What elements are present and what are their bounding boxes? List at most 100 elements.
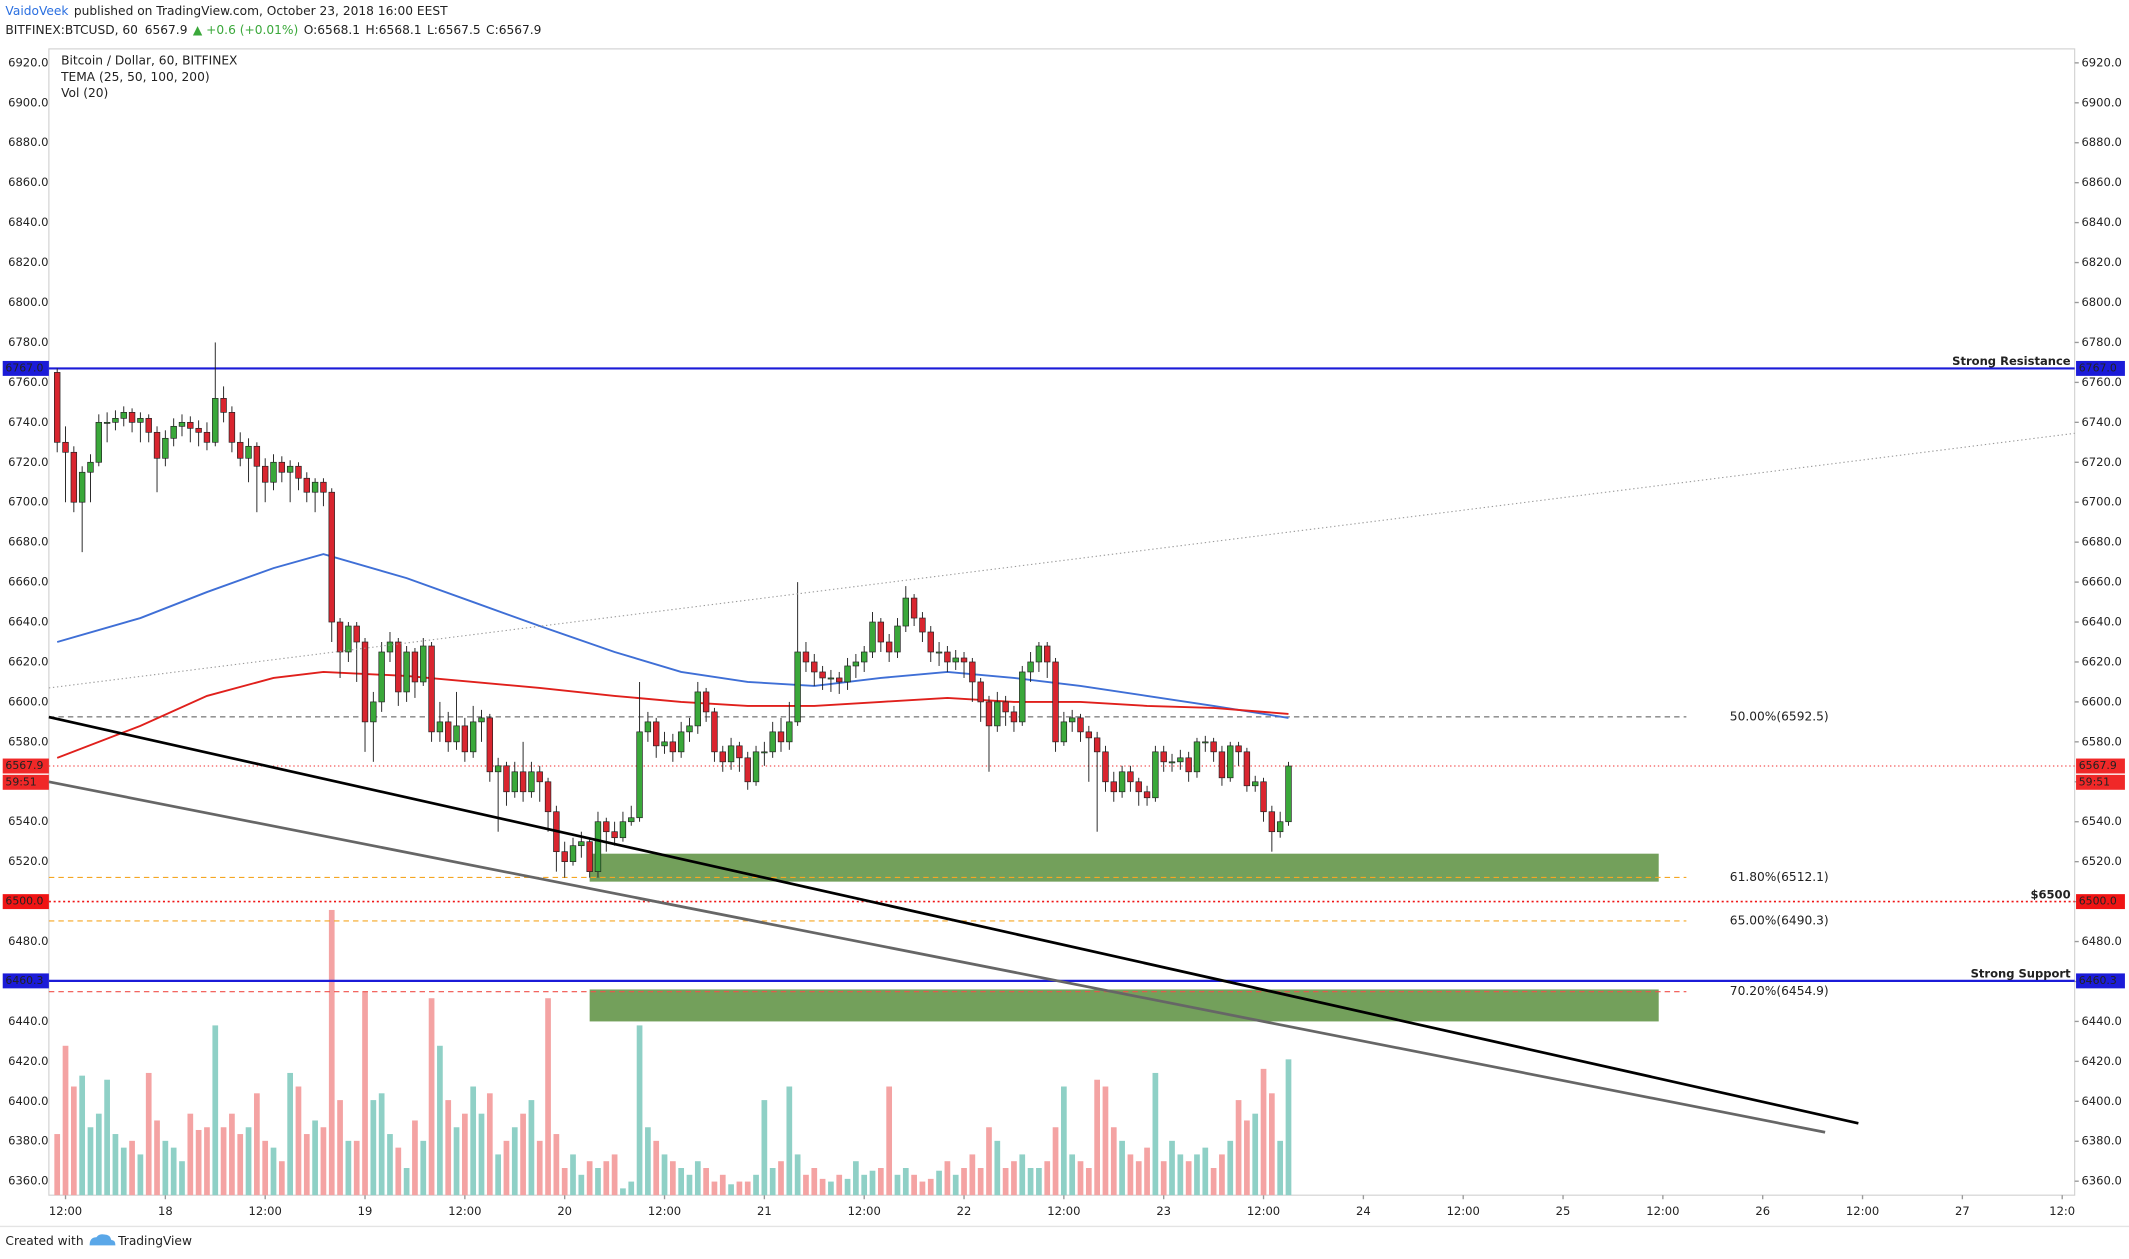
candle-body: [802, 651, 810, 663]
x-tick-label: 22: [957, 1204, 972, 1218]
level-axis-box: [2, 973, 49, 989]
volume-bar: [445, 1100, 452, 1196]
price-axis-box: [2076, 758, 2125, 774]
last-price: 6567.9: [145, 22, 188, 36]
candle-body: [578, 841, 585, 847]
volume-bar: [603, 1161, 610, 1196]
candle-body: [952, 657, 959, 663]
candle-body: [619, 821, 627, 839]
candle-body: [519, 771, 527, 793]
candle-body: [769, 731, 776, 753]
y-tick-label-left: 6780.0: [8, 335, 48, 349]
candle-body: [536, 771, 543, 783]
candle-body: [894, 625, 901, 653]
x-tick-label: 18: [158, 1204, 173, 1218]
candle-body: [1110, 781, 1117, 793]
volume-bar: [753, 1174, 759, 1196]
volume-bar: [636, 1025, 643, 1196]
candle-body: [278, 461, 286, 473]
y-tick-label: 6860.0: [2081, 175, 2121, 189]
y-tick-label: 6740.0: [2081, 415, 2121, 429]
volume-bar: [87, 1127, 94, 1196]
author[interactable]: VaidoVeek: [5, 3, 69, 17]
volume-bar: [819, 1178, 826, 1196]
volume-bar: [828, 1181, 834, 1196]
volume-bar: [936, 1170, 942, 1196]
volume-bar: [1235, 1100, 1242, 1196]
volume-bar: [353, 1140, 360, 1196]
x-tick-label: 12:00: [49, 1204, 82, 1218]
volume-bar: [886, 1086, 893, 1196]
y-tick-label-left: 6640.0: [8, 615, 48, 629]
volume-bar: [520, 1113, 526, 1196]
tema-line: [56, 553, 1289, 719]
volume-bar: [1185, 1161, 1192, 1196]
volume-bar: [1169, 1140, 1175, 1196]
volume-bar: [711, 1181, 718, 1196]
countdown-box: [2, 774, 49, 790]
volume-bar: [129, 1140, 135, 1196]
candle-body: [95, 421, 102, 463]
volume-bar: [145, 1072, 152, 1196]
change: ▲ +0.6 (+0.01%): [193, 22, 298, 36]
candle-body: [378, 651, 385, 703]
symbol: BITFINEX:BTCUSD, 60: [5, 22, 137, 36]
candle-body: [253, 445, 261, 467]
y-tick-label-left: 6420.0: [8, 1054, 48, 1068]
y-tick-label-left: 6860.0: [8, 175, 48, 189]
candle-body: [661, 741, 668, 747]
volume-bar: [1052, 1127, 1059, 1196]
y-tick-label: 6700.0: [2081, 495, 2121, 509]
volume-bar: [312, 1120, 318, 1196]
candle-body: [819, 671, 826, 679]
footer-brand[interactable]: TradingView: [117, 1234, 192, 1248]
y-tick-label: 6720.0: [2081, 455, 2121, 469]
volume-bar: [611, 1154, 618, 1196]
volume-bar: [378, 1093, 385, 1196]
candle-body: [261, 465, 269, 483]
y-tick-label: 6920.0: [2081, 55, 2121, 69]
logo[interactable]: [89, 1234, 116, 1246]
candle-body: [1260, 781, 1267, 813]
volume-bar: [278, 1161, 285, 1196]
y-tick-label-left: 6880.0: [8, 135, 48, 149]
volume-bar: [944, 1161, 951, 1196]
volume-bar: [453, 1127, 460, 1196]
volume-bar: [986, 1127, 992, 1196]
volume-bar: [1152, 1072, 1159, 1196]
candle-body: [1035, 645, 1043, 663]
volume-bar: [428, 998, 435, 1196]
candle-body: [1227, 745, 1234, 779]
y-tick-label: 6880.0: [2081, 135, 2121, 149]
volume-bar: [853, 1161, 859, 1196]
volume-bar: [1044, 1161, 1051, 1196]
volume-bar: [1019, 1154, 1026, 1196]
volume-bar: [1227, 1140, 1234, 1196]
candle-body: [1118, 771, 1126, 793]
volume-bar: [1102, 1086, 1109, 1196]
candle-body: [761, 751, 768, 754]
x-tick-label: 26: [1755, 1204, 1770, 1218]
candle-body: [669, 741, 677, 753]
candle-body: [1044, 645, 1051, 663]
x-tick-label: 20: [557, 1204, 572, 1218]
volume-bar: [961, 1168, 967, 1196]
candle-body: [569, 845, 577, 863]
volume-bar: [478, 1113, 485, 1196]
volume-bar: [736, 1181, 743, 1196]
volume-bar: [1160, 1161, 1167, 1196]
y-tick-label-left: 6720.0: [8, 455, 48, 469]
y-tick-label: 6640.0: [2081, 615, 2121, 629]
volume-bar: [287, 1072, 293, 1196]
volume-bar: [678, 1168, 685, 1196]
volume-bar: [462, 1113, 468, 1196]
candle-body: [70, 451, 78, 503]
candle-body: [237, 441, 244, 459]
volume-bar: [1011, 1161, 1017, 1196]
volume-bar: [919, 1181, 926, 1196]
volume-bar: [728, 1184, 734, 1196]
candle-body: [1268, 811, 1276, 833]
candle-body: [1235, 745, 1242, 753]
countdown-text: 59:51: [2079, 775, 2110, 788]
candle-body: [1085, 731, 1093, 739]
